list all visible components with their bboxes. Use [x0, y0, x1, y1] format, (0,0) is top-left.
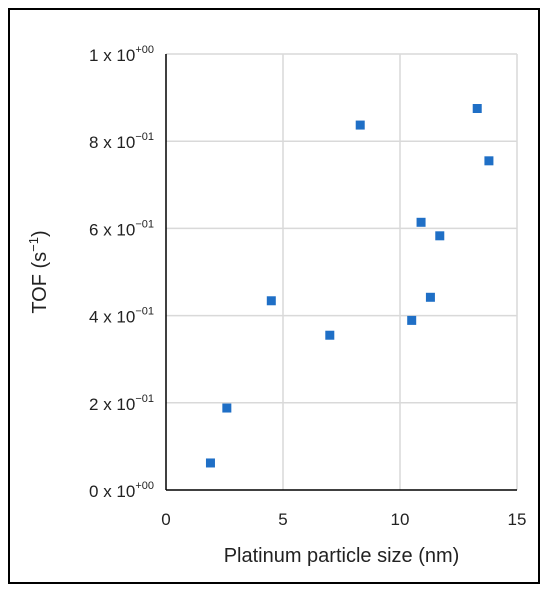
data-point — [484, 156, 494, 166]
tick-labels: 0 x 10+002 x 10−014 x 10−016 x 10−018 x … — [89, 44, 526, 529]
data-point — [435, 231, 445, 241]
y-tick-mantissa: 4 x 10 — [89, 308, 135, 327]
y-axis-title-base: TOF (s — [29, 252, 51, 314]
data-point — [325, 330, 335, 340]
y-tick-label: 1 x 10+00 — [89, 44, 154, 65]
y-tick-exponent: +00 — [135, 44, 154, 56]
data-point — [355, 120, 365, 130]
data-point — [472, 104, 482, 113]
x-tick-label: 10 — [391, 510, 410, 529]
y-axis-title-tail: ) — [29, 230, 51, 237]
y-axis-title-exponent: −1 — [26, 237, 41, 252]
x-tick-label: 0 — [161, 510, 170, 529]
y-tick-label: 2 x 10−01 — [89, 393, 154, 414]
y-tick-mantissa: 0 x 10 — [89, 482, 135, 501]
data-points — [205, 104, 494, 468]
data-point — [416, 217, 426, 227]
data-point — [407, 315, 417, 325]
y-tick-label: 4 x 10−01 — [89, 306, 154, 327]
data-point — [222, 403, 232, 413]
data-point — [266, 296, 276, 306]
y-tick-exponent: −01 — [135, 131, 154, 143]
y-tick-mantissa: 6 x 10 — [89, 220, 135, 239]
y-tick-exponent: −01 — [135, 306, 154, 318]
y-tick-label: 8 x 10−01 — [89, 131, 154, 152]
data-point — [425, 292, 435, 302]
x-tick-label: 15 — [508, 510, 527, 529]
y-tick-mantissa: 1 x 10 — [89, 46, 135, 65]
y-tick-label: 6 x 10−01 — [89, 218, 154, 239]
y-tick-exponent: −01 — [135, 218, 154, 230]
y-tick-mantissa: 2 x 10 — [89, 395, 135, 414]
chart-frame: 0 x 10+00 2 x 10−01 4 x 10−01 6 x 10−01 8 x … — [8, 8, 540, 584]
y-tick-label: 0 x 10+00 — [89, 480, 154, 501]
x-axis-title: Platinum particle size (nm) — [224, 545, 460, 567]
scatter-chart: 0 x 10+002 x 10−014 x 10−016 x 10−018 x … — [26, 44, 526, 567]
data-point — [205, 458, 215, 468]
y-tick-exponent: +00 — [135, 480, 154, 492]
axes — [165, 54, 517, 491]
y-tick-mantissa: 8 x 10 — [89, 133, 135, 152]
y-tick-exponent: −01 — [135, 393, 154, 405]
gridlines — [166, 53, 518, 490]
y-axis-title: TOF (s−1) — [26, 230, 51, 313]
x-tick-label: 5 — [278, 510, 287, 529]
